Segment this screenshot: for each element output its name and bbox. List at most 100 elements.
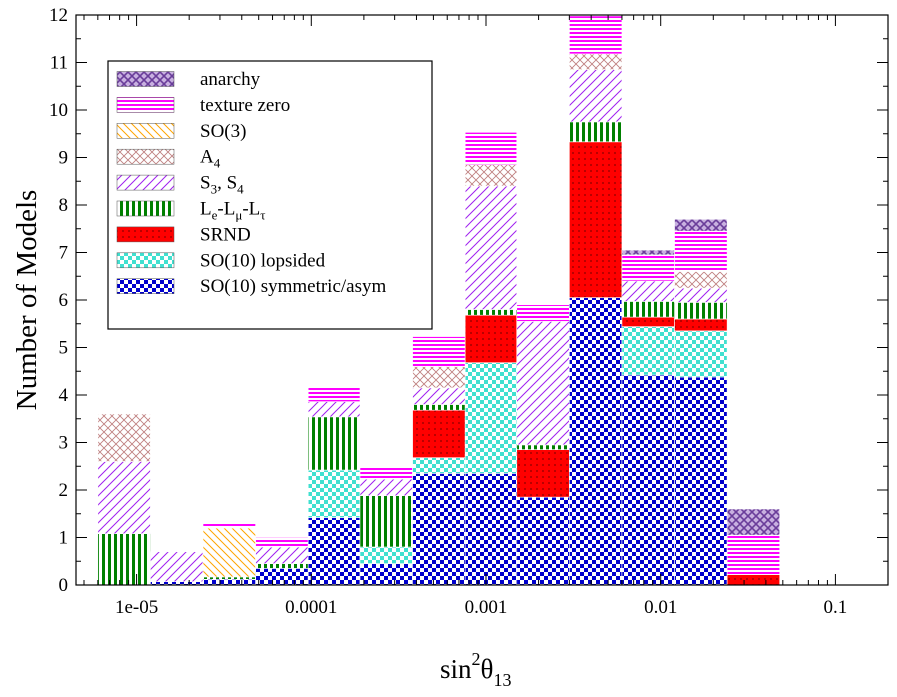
y-tick-label: 5	[59, 338, 69, 359]
x-axis-title-base: sin	[440, 654, 472, 684]
y-tick-label: 2	[59, 480, 69, 501]
legend-label: SO(10) symmetric/asym	[200, 276, 387, 297]
bar-segment-tcheck	[621, 326, 675, 376]
y-tick-label: 1	[59, 528, 69, 549]
x-axis-title-theta: θ	[481, 654, 494, 684]
bar-segment-check	[621, 374, 675, 586]
bar-segment-tcheck	[359, 546, 413, 564]
bar-segment-red	[516, 449, 570, 498]
legend-swatch	[116, 71, 175, 87]
bar-segment-hlines	[359, 466, 413, 480]
bar-segment-cross	[569, 53, 623, 70]
x-tick-label: 0.1	[824, 597, 848, 618]
bar-segment-hlines	[202, 521, 256, 529]
bar-segment-tcheck	[464, 362, 518, 474]
legend-swatch	[116, 200, 175, 217]
bars-layer	[97, 15, 781, 586]
bar-segment-orange	[202, 527, 256, 578]
legend-label: SRND	[200, 224, 251, 245]
legend-swatch	[116, 226, 175, 243]
bar-segment-vlines	[255, 563, 309, 569]
bar-segment-tcheck	[412, 457, 466, 474]
legend-swatch	[116, 148, 175, 165]
bar-segment-vlines	[569, 121, 623, 143]
bar-segment-vlines	[359, 495, 413, 548]
bar-segment-vlines	[97, 533, 151, 586]
bar-segment-tcheck	[674, 330, 728, 378]
bar-segment-hlines	[307, 387, 361, 402]
x-axis-title: sin2θ13	[440, 649, 511, 690]
bar-segment-check	[255, 568, 309, 586]
bar-segment-check	[202, 578, 256, 586]
x-tick-label: 0.0001	[285, 597, 337, 618]
bar-segment-diag	[516, 321, 570, 446]
legend-swatch	[116, 278, 175, 294]
bar-segment-diag	[412, 387, 466, 405]
bar-segment-hlines	[569, 15, 623, 55]
y-axis-title: Number of Models	[11, 190, 43, 411]
bar-segment-check	[516, 496, 570, 586]
legend-swatch	[116, 252, 175, 269]
bar-segment-check	[359, 563, 413, 586]
y-tick-label: 9	[59, 148, 69, 169]
bar-segment-hlines	[412, 336, 466, 367]
bar-segment-hlines	[726, 534, 781, 575]
bar-segment-cross	[674, 271, 728, 289]
bar-segment-diag	[569, 69, 623, 123]
bar-segment-vlines	[464, 309, 518, 316]
bar-segment-red	[464, 314, 518, 364]
bar-segment-vlines	[412, 404, 466, 411]
legend-label: Le-Lμ-Lτ	[200, 199, 265, 223]
y-tick-label: 12	[49, 5, 68, 26]
bar-segment-vlines	[674, 302, 728, 320]
bar-segment-hlines	[516, 304, 570, 322]
x-tick-label: 0.001	[465, 597, 508, 618]
bar-segment-check	[569, 297, 623, 586]
bar-segment-check	[307, 517, 361, 586]
bar-segment-check	[412, 473, 466, 586]
bar-segment-hlines	[464, 132, 518, 165]
bar-segment-red	[621, 316, 675, 327]
bar-segment-tri	[621, 249, 675, 256]
y-tick-label: 6	[59, 290, 69, 311]
bar-segment-red	[674, 318, 728, 332]
bar-segment-diag	[150, 551, 204, 582]
bar-segment-check	[464, 473, 518, 586]
bar-segment-hlines	[255, 537, 309, 548]
bar-segment-red	[412, 409, 466, 459]
x-tick-label: 0.01	[644, 597, 677, 618]
x-axis-title-sub: 13	[493, 670, 511, 690]
bar-segment-diag	[621, 280, 675, 302]
legend-label: anarchy	[200, 69, 261, 90]
legend-label: SO(10) lopsided	[200, 250, 326, 271]
bar-segment-vlines	[307, 416, 361, 471]
bar-segment-tri	[674, 218, 728, 232]
legend-label: A4	[200, 147, 221, 171]
y-tick-label: 7	[59, 243, 69, 264]
bar-segment-diag	[674, 287, 728, 303]
bar-segment-hlines	[674, 230, 728, 272]
x-tick-label: 1e-05	[115, 597, 158, 618]
legend-swatch	[116, 174, 175, 191]
legend-swatch	[116, 97, 175, 113]
legend-label: texture zero	[200, 95, 290, 116]
x-axis-title-sup: 2	[472, 649, 481, 669]
bar-segment-vlines	[516, 444, 570, 450]
bar-segment-check	[674, 376, 728, 586]
bar-segment-diag	[359, 478, 413, 497]
bar-segment-cross	[412, 366, 466, 389]
bar-segment-red	[726, 574, 781, 586]
bar-segment-vlines	[621, 301, 675, 318]
bar-segment-red	[569, 141, 623, 298]
y-tick-label: 10	[49, 100, 68, 121]
y-tick-label: 4	[59, 385, 69, 406]
bar-segment-diag	[464, 185, 518, 310]
bar-segment-tcheck	[307, 469, 361, 518]
bar-segment-diag	[307, 401, 361, 418]
bar-segment-tri	[726, 508, 781, 536]
bar-segment-vlines	[202, 576, 256, 580]
legend-label: SO(3)	[200, 121, 246, 142]
